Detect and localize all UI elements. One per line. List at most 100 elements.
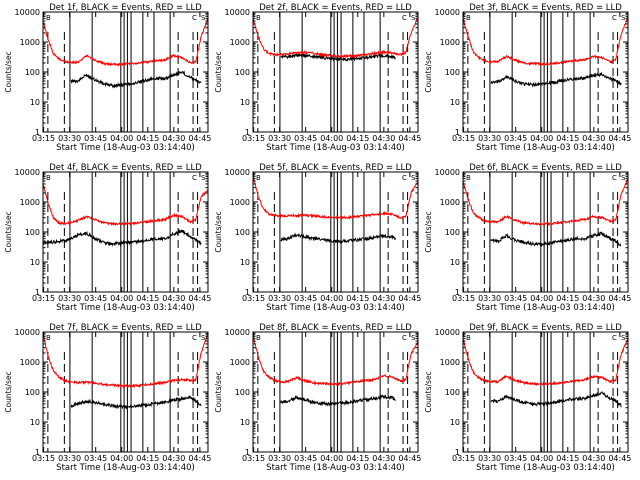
x-tick-label: 04:15 (556, 294, 579, 303)
y-axis-label: Counts/sec (4, 211, 13, 252)
x-tick-label: 04:45 (188, 294, 211, 303)
series-line-events (43, 228, 202, 247)
x-tick-label: 03:15 (32, 294, 55, 303)
x-tick-label: 04:45 (608, 454, 631, 463)
x-tick-label: 04:15 (346, 454, 369, 463)
x-tick-label: 04:00 (530, 294, 553, 303)
corner-letter-left: B (46, 174, 51, 182)
series-line-lld (463, 178, 628, 227)
y-axis-label: Counts/sec (214, 51, 223, 92)
x-tick-label: 03:15 (32, 454, 55, 463)
x-tick-label: 03:30 (268, 294, 291, 303)
x-tick-label: 03:15 (452, 294, 475, 303)
x-tick-label: 04:30 (372, 134, 395, 143)
y-axis-label: Counts/sec (4, 371, 13, 412)
panel-title: Det 8f, BLACK = Events, RED = LLD (259, 323, 412, 333)
series-line-events (280, 393, 396, 407)
x-tick-label: 03:30 (58, 454, 81, 463)
panel-det-2f: 1 10 100 1000 10000 03:15 03:30 03:45 04:00 04:15… (214, 3, 421, 153)
x-tick-label: 03:30 (478, 294, 501, 303)
y-tick-label: 1000 (20, 358, 40, 367)
panel-frame (42, 331, 209, 453)
series-line-lld (253, 16, 418, 59)
panel-det-6f: 1 10 100 1000 10000 03:15 03:30 03:45 04:00 04:15… (424, 163, 631, 313)
x-tick-label: 04:15 (136, 294, 159, 303)
x-tick-label: 04:45 (188, 134, 211, 143)
x-tick-label: 04:15 (556, 134, 579, 143)
y-tick-label: 1000 (440, 38, 460, 47)
x-axis-label: Start Time (18-Aug-03 03:14:40) (476, 143, 615, 153)
series-line-lld (43, 18, 208, 67)
x-tick-label: 04:00 (110, 454, 133, 463)
x-tick-label: 04:30 (582, 134, 605, 143)
panel-frame (252, 11, 419, 133)
x-axis-label: Start Time (18-Aug-03 03:14:40) (56, 463, 195, 473)
panel-title: Det 9f, BLACK = Events, RED = LLD (469, 323, 622, 333)
x-axis-label: Start Time (18-Aug-03 03:14:40) (476, 303, 615, 313)
x-tick-label: 04:45 (608, 134, 631, 143)
y-tick-label: 1 (455, 128, 460, 137)
y-tick-label: 10 (240, 258, 250, 267)
y-axis-label: Counts/sec (214, 371, 223, 412)
x-tick-label: 03:30 (58, 134, 81, 143)
series-line-events (280, 52, 396, 62)
y-tick-label: 10 (30, 98, 40, 107)
x-tick-label: 03:45 (504, 294, 527, 303)
x-tick-label: 04:15 (346, 134, 369, 143)
panel-title: Det 2f, BLACK = Events, RED = LLD (259, 3, 412, 13)
x-tick-label: 04:30 (582, 454, 605, 463)
corner-letter-right: C (402, 14, 407, 22)
corner-letter-right: C (402, 174, 407, 182)
y-tick-label: 1 (245, 288, 250, 297)
x-tick-label: 04:15 (136, 134, 159, 143)
panel-frame (462, 171, 629, 293)
x-tick-label: 03:45 (294, 294, 317, 303)
x-tick-label: 04:00 (320, 294, 343, 303)
panel-det-4f: 1 10 100 1000 10000 03:15 03:30 03:45 04:00 04:15… (4, 163, 211, 313)
x-tick-label: 04:30 (372, 454, 395, 463)
panel-title: Det 3f, BLACK = Events, RED = LLD (469, 3, 622, 13)
panel-frame (252, 331, 419, 453)
corner-letter-right: C (192, 334, 197, 342)
y-tick-label: 1 (35, 128, 40, 137)
x-tick-label: 03:30 (268, 454, 291, 463)
y-tick-label: 100 (445, 388, 460, 397)
x-tick-label: 04:15 (136, 454, 159, 463)
x-tick-label: 04:30 (162, 134, 185, 143)
series-line-events (70, 395, 202, 410)
x-tick-label: 03:30 (268, 134, 291, 143)
x-tick-label: 03:15 (452, 134, 475, 143)
x-tick-label: 03:30 (478, 134, 501, 143)
corner-letter-left: B (46, 14, 51, 22)
y-tick-label: 100 (445, 228, 460, 237)
panel-frame (252, 171, 419, 293)
corner-letter-right2: S (201, 174, 206, 182)
y-tick-label: 10 (450, 258, 460, 267)
corner-letter-right2: S (411, 14, 416, 22)
x-axis-label: Start Time (18-Aug-03 03:14:40) (476, 463, 615, 473)
y-tick-label: 10 (30, 418, 40, 427)
y-tick-label: 10000 (225, 328, 250, 337)
x-tick-label: 03:15 (242, 454, 265, 463)
y-tick-label: 1000 (230, 358, 250, 367)
x-tick-label: 04:45 (398, 454, 421, 463)
corner-letter-left: B (466, 14, 471, 22)
y-axis-label: Counts/sec (4, 51, 13, 92)
corner-letter-right: C (402, 334, 407, 342)
corner-letter-right2: S (411, 174, 416, 182)
y-axis-label: Counts/sec (424, 371, 433, 412)
x-tick-label: 04:15 (346, 294, 369, 303)
corner-letter-right2: S (411, 334, 416, 342)
y-tick-label: 10 (30, 258, 40, 267)
y-tick-label: 10000 (435, 8, 460, 17)
y-tick-label: 1000 (230, 38, 250, 47)
panel-det-1f: 1 10 100 1000 10000 03:15 03:30 03:45 04:00 04:15… (4, 3, 211, 153)
y-tick-label: 10000 (435, 328, 460, 337)
x-tick-label: 04:30 (162, 454, 185, 463)
corner-letter-right: C (612, 14, 617, 22)
x-tick-label: 03:45 (84, 134, 107, 143)
x-axis-label: Start Time (18-Aug-03 03:14:40) (266, 303, 405, 313)
x-axis-label: Start Time (18-Aug-03 03:14:40) (56, 303, 195, 313)
corner-letter-right: C (612, 174, 617, 182)
